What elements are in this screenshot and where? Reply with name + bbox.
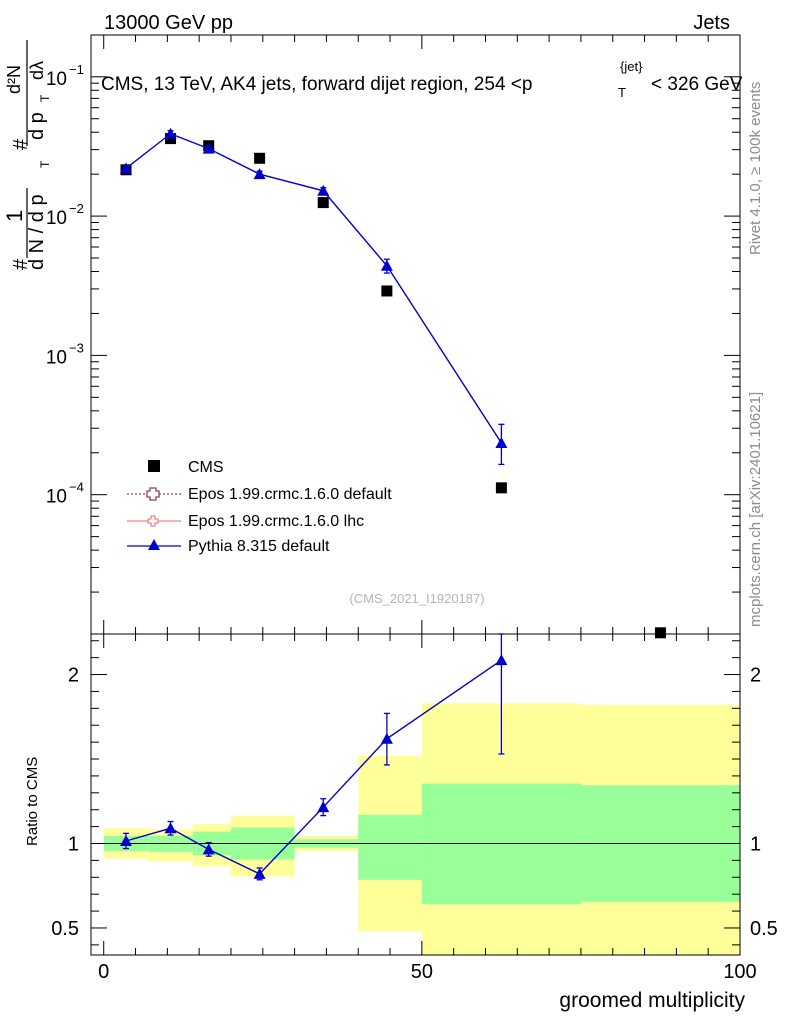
- ylabel-d2N: d²N: [4, 65, 24, 94]
- legend: CMS Epos 1.99.crmc.1.6.0 default Epos 1.…: [127, 459, 392, 555]
- main-ytick-label-2: 10: [46, 347, 67, 368]
- ratio-pythia-point-2: [202, 843, 215, 855]
- main-ytick-exp-0: −1: [69, 62, 84, 77]
- ratio-ytick-label-right-1: 1: [750, 833, 761, 855]
- rivet-label: Rivet 4.1.0, ≥ 100k events: [747, 82, 764, 255]
- ratio-pythia-point-0: [119, 834, 132, 846]
- ratio-plot-marks: [119, 633, 508, 881]
- ratio-ylabel: Ratio to CMS: [24, 757, 41, 846]
- xtick-label-1: 50: [411, 961, 433, 983]
- main-ytick-exp-1: −2: [69, 201, 84, 216]
- ratio-axis-ticks: 0.5 0.5 1 1 2 2 0 50 100: [51, 634, 778, 983]
- plot-title-prefix: CMS, 13 TeV, AK4 jets, forward dijet reg…: [101, 74, 532, 95]
- header-left: 13000 GeV pp: [104, 12, 233, 34]
- legend-marker-epos-default: [146, 487, 160, 501]
- ratio-pythia-point-1: [164, 822, 177, 834]
- ylabel-dlambda: dλ: [27, 61, 47, 80]
- ylabel-dN: d N / d p: [26, 194, 48, 270]
- main-ylabel: # 1 d N / d p T # d²N d p T dλ: [2, 40, 52, 270]
- mcplots-label: mcplots.cern.ch [arXiv:2401.10621]: [747, 392, 764, 627]
- ylabel-T2: T: [38, 94, 52, 102]
- ratio-pythia-point-4: [317, 801, 330, 813]
- ratio-bands: [103, 703, 740, 955]
- main-ytick-exp-2: −3: [69, 340, 84, 355]
- ratio-ytick-label-left-1: 1: [68, 833, 79, 855]
- main-ytick-exp-3: −4: [69, 480, 84, 495]
- xtick-label-2: 100: [723, 961, 756, 983]
- ratio-plot-frame: [90, 633, 741, 956]
- main-ytick-label-1: 10: [46, 208, 67, 229]
- legend-marker-cms: [148, 460, 160, 472]
- pythia-point-5: [380, 259, 393, 271]
- pythia-point-0: [119, 162, 132, 174]
- ratio-ytick-label-left-2: 2: [68, 665, 79, 687]
- legend-marker-epos-lhc: [147, 515, 159, 527]
- legend-label-cms: CMS: [188, 459, 224, 476]
- cms-point-7: [654, 627, 666, 639]
- ratio-ytick-label-left-0: 0.5: [51, 918, 79, 940]
- pythia-point-6: [495, 437, 508, 449]
- analysis-watermark: (CMS_2021_I1920187): [349, 591, 484, 606]
- ratio-ytick-label-right-2: 2: [750, 665, 761, 687]
- pythia-point-2: [202, 142, 215, 154]
- header-right: Jets: [693, 12, 730, 34]
- pythia-point-3: [253, 168, 266, 180]
- legend-label-pythia: Pythia 8.315 default: [188, 538, 330, 555]
- ylabel-T1: T: [38, 160, 52, 168]
- main-plot-marks: [119, 127, 666, 639]
- plot-title-sub: T: [618, 85, 626, 100]
- main-ytick-label-0: 10: [46, 69, 67, 90]
- cms-point-4: [317, 197, 329, 209]
- ratio-pythia-point-6: [495, 654, 508, 666]
- ylabel-one: 1: [2, 210, 27, 222]
- plot-title: CMS, 13 TeV, AK4 jets, forward dijet reg…: [101, 74, 532, 95]
- band-green-5: [358, 814, 422, 880]
- xlabel: groomed multiplicity: [559, 989, 745, 1012]
- main-ytick-label-3: 10: [46, 487, 67, 508]
- ratio-pythia-point-5: [380, 732, 393, 744]
- cms-point-5: [381, 285, 393, 297]
- cms-point-3: [254, 152, 266, 164]
- ratio-pythia-point-3: [253, 867, 266, 879]
- pythia-point-1: [164, 127, 177, 139]
- ratio-ytick-label-right-0: 0.5: [750, 918, 778, 940]
- plot-title-sup: {jet}: [620, 59, 643, 74]
- ylabel-dp: d p: [26, 112, 48, 140]
- pythia-line: [125, 132, 502, 444]
- legend-label-epos-default: Epos 1.99.crmc.1.6.0 default: [188, 486, 392, 503]
- main-axis-ticks: 10−110−210−310−4: [46, 35, 741, 635]
- plot-title-suffix: < 326 GeV: [651, 74, 743, 95]
- xtick-label-0: 0: [98, 961, 109, 983]
- legend-label-epos-lhc: Epos 1.99.crmc.1.6.0 lhc: [188, 513, 364, 530]
- pythia-point-4: [317, 184, 330, 196]
- ylabel-hash1: #: [10, 258, 32, 270]
- cms-point-6: [495, 482, 507, 494]
- legend-marker-pythia: [148, 539, 160, 550]
